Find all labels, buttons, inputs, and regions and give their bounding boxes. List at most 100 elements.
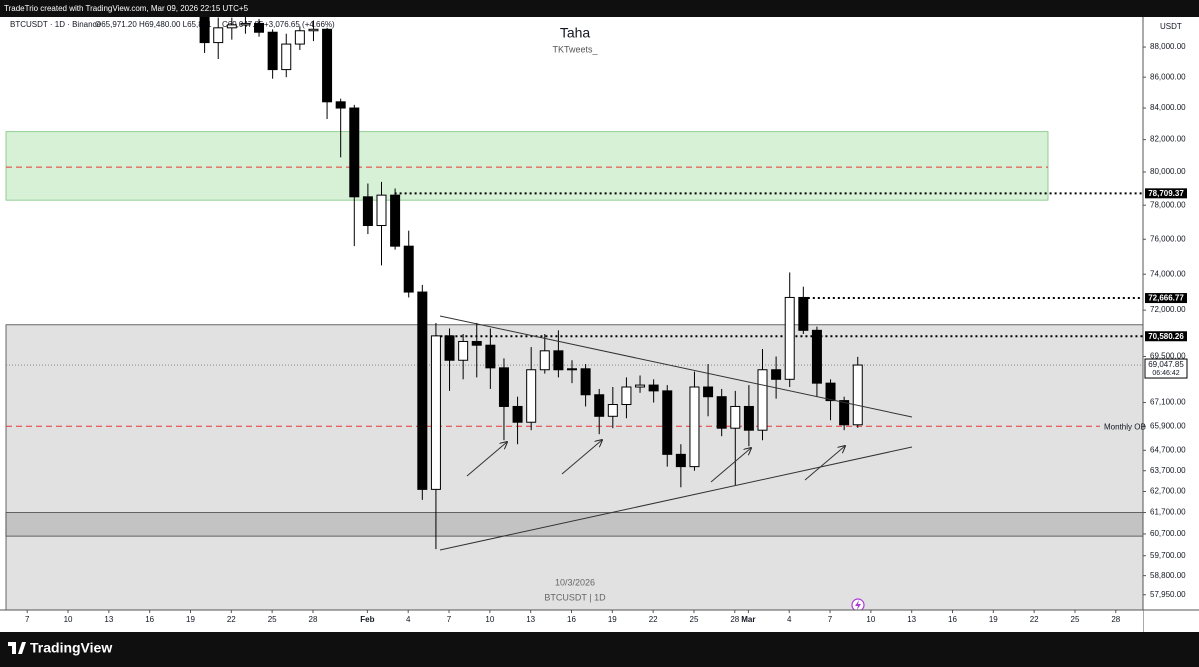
arrow — [804, 446, 845, 481]
legend-change: +3,076.65 (+4.66%) — [264, 20, 335, 29]
x-tick-label: 13 — [104, 615, 113, 624]
last-price-box — [1144, 358, 1188, 379]
y-tick-label: 82,000.00 — [1150, 135, 1186, 144]
x-tick-label: 16 — [145, 615, 154, 624]
candle-body — [703, 386, 714, 398]
x-tick-label: 16 — [948, 615, 957, 624]
header-text: TradeTrio created with TradingView.com, … — [4, 4, 249, 13]
y-tick-label: 84,000.00 — [1150, 103, 1186, 112]
watermark-title: Taha — [560, 25, 591, 41]
x-tick-label: 22 — [227, 615, 236, 624]
x-tick-label: 22 — [649, 615, 658, 624]
candle-body — [771, 369, 782, 380]
candle-body — [784, 296, 795, 380]
zone — [5, 512, 1143, 537]
candle-body — [254, 22, 265, 33]
watermark-date: 10/3/2026 — [555, 577, 595, 587]
watermark-subtitle: TKTweets_ — [552, 44, 598, 54]
price-label: 72,666.77 — [1148, 294, 1184, 303]
candle-body — [825, 382, 836, 402]
candle-body — [308, 28, 319, 32]
price-label-box — [1145, 331, 1187, 342]
candle-body — [458, 340, 469, 361]
candle-body — [267, 31, 278, 71]
x-tick-label: 28 — [1111, 615, 1120, 624]
candle-body — [689, 386, 700, 468]
candle-body — [648, 384, 659, 392]
candle-body — [294, 30, 305, 45]
y-tick-label: 63,700.00 — [1150, 466, 1186, 475]
candle-body — [526, 369, 537, 423]
x-tick-label: 25 — [268, 615, 277, 624]
zone — [5, 324, 1143, 610]
candle-body — [335, 101, 346, 109]
plot — [199, 17, 1143, 550]
x-tick-label: 28 — [309, 615, 318, 624]
candle-body — [730, 405, 741, 429]
last-price-label: 69,047.85 — [1148, 360, 1184, 369]
arrow — [561, 440, 602, 475]
candle-body — [349, 107, 360, 198]
candle-body — [199, 17, 210, 44]
y-tick-label: 65,900.00 — [1150, 421, 1186, 430]
x-tick-label: 19 — [608, 615, 617, 624]
trendline — [439, 315, 913, 418]
y-tick-label: 67,100.00 — [1150, 398, 1186, 407]
x-tick-label: 4 — [787, 615, 792, 624]
candle-body — [553, 350, 564, 371]
y-tick-label: 80,000.00 — [1150, 167, 1186, 176]
candle-body — [798, 296, 809, 331]
candle-body — [539, 350, 550, 371]
candle-body — [417, 291, 428, 490]
candle-body — [362, 196, 373, 227]
candle-body — [376, 194, 387, 227]
candle-body — [390, 194, 401, 247]
x-tick-label: Feb — [360, 615, 374, 624]
candle-body — [635, 384, 646, 388]
y-tick-label: 76,000.00 — [1150, 234, 1186, 243]
candle-body — [607, 404, 618, 417]
candle-body — [621, 386, 632, 406]
x-tick-label: 13 — [907, 615, 916, 624]
candle-body — [743, 405, 754, 431]
footer-bar — [0, 632, 1199, 667]
price-label: 78,709.37 — [1148, 189, 1184, 198]
candle-body — [498, 367, 509, 407]
zones — [5, 131, 1143, 610]
arrow — [710, 448, 751, 483]
candle-body — [580, 368, 591, 396]
header-bar — [0, 0, 1199, 17]
x-tick-label: 22 — [1030, 615, 1039, 624]
candle-body — [240, 22, 251, 26]
y-tick-label: 57,950.00 — [1150, 590, 1186, 599]
legend-symbol: BTCUSDT · 1D · Binance — [10, 20, 102, 29]
y-tick-label: 62,700.00 — [1150, 487, 1186, 496]
event-icon-bolt — [855, 600, 861, 610]
candle-body — [852, 364, 863, 426]
candle-body — [430, 335, 441, 490]
y-tick-label: 74,000.00 — [1150, 269, 1186, 278]
y-tick-label: 88,000.00 — [1150, 42, 1186, 51]
legend-ohlc: O65,971.20 H69,480.00 L65,821 — [95, 20, 212, 29]
footer-brand: TradingView — [30, 640, 112, 656]
y-tick-label: 61,700.00 — [1150, 508, 1186, 517]
countdown: 06:46:42 — [1152, 370, 1179, 377]
x-tick-label: 19 — [186, 615, 195, 624]
drawings — [439, 315, 913, 551]
y-axis-panel — [1143, 17, 1199, 632]
y-tick-label: 86,000.00 — [1150, 72, 1186, 81]
price-label: 70,580.26 — [1148, 332, 1184, 341]
level-label: Monthly OB — [1104, 422, 1146, 431]
x-tick-label: 19 — [989, 615, 998, 624]
x-tick-label: 25 — [1071, 615, 1080, 624]
candle-body — [322, 28, 333, 103]
x-tick-label: 13 — [526, 615, 535, 624]
candle-body — [512, 405, 523, 423]
x-tick-label: 7 — [828, 615, 833, 624]
arrow — [466, 442, 507, 477]
x-tick-label: 25 — [690, 615, 699, 624]
y-tick-label: 60,700.00 — [1150, 529, 1186, 538]
candle-body — [226, 24, 237, 29]
candle-body — [757, 369, 768, 431]
